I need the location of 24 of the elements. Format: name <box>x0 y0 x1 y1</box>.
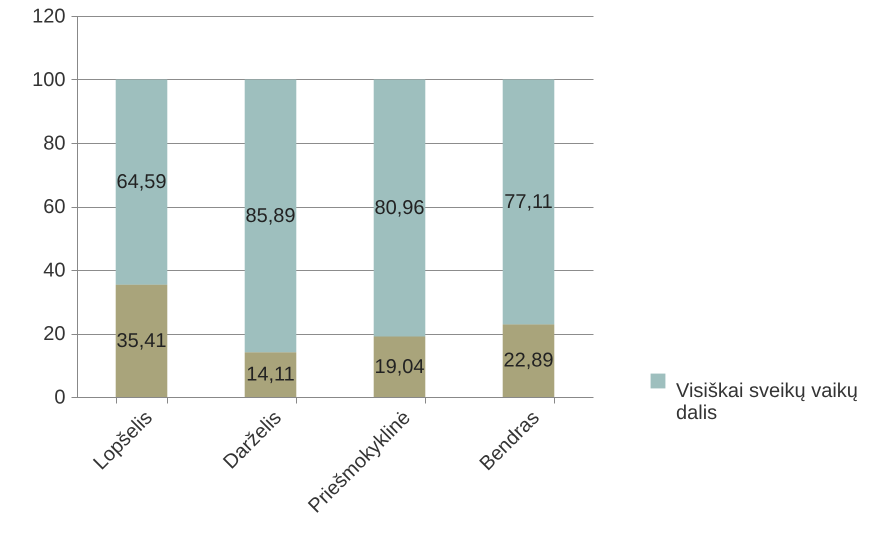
bar <box>374 336 426 397</box>
data-label: 77,11 <box>504 190 553 213</box>
bar <box>116 80 168 285</box>
data-label: 19,04 <box>374 356 425 378</box>
y-tick-label: 120 <box>32 6 66 28</box>
y-tick-label: 100 <box>32 69 66 91</box>
y-tick-label: 0 <box>54 386 66 408</box>
data-label: 35,41 <box>116 330 167 352</box>
data-label: 64,59 <box>116 171 167 194</box>
data-label: 22,89 <box>503 350 554 372</box>
y-tick-label: 20 <box>43 323 66 345</box>
bar <box>502 324 554 397</box>
bar <box>374 80 426 337</box>
data-label: 85,89 <box>245 204 296 227</box>
y-tick-label: 80 <box>43 132 66 154</box>
bar <box>116 284 168 397</box>
legend-label: Visiškai sveikų vaikų dalis <box>676 380 858 424</box>
data-label: 14,11 <box>246 364 295 386</box>
y-tick-label: 60 <box>43 196 66 218</box>
y-tick-label: 40 <box>43 260 66 282</box>
bar <box>244 80 296 352</box>
bar <box>502 80 554 324</box>
data-label: 80,96 <box>374 197 425 220</box>
bar <box>244 352 296 397</box>
